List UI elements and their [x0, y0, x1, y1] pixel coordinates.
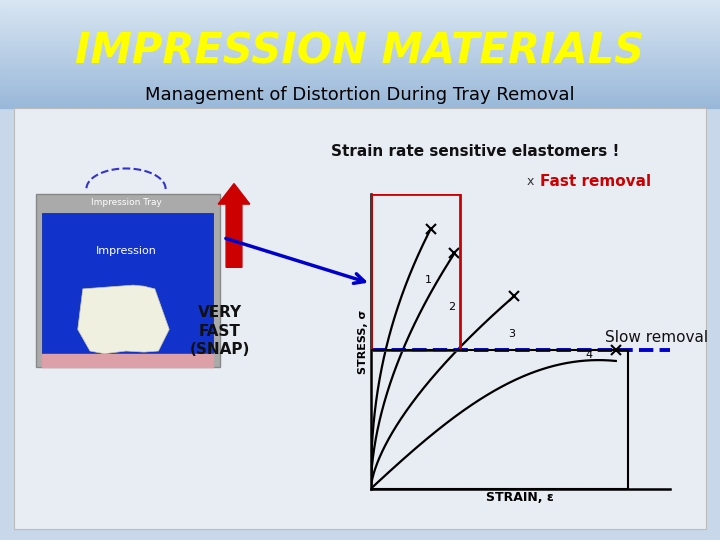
Bar: [42, 213, 213, 356]
Bar: [0, 50, 720, 52]
Text: Fast removal: Fast removal: [540, 174, 651, 190]
Bar: [0, 81, 720, 83]
Bar: [0, 63, 720, 65]
Polygon shape: [78, 285, 169, 354]
Bar: [0, 9, 720, 11]
Bar: [0, 70, 720, 72]
Bar: [0, 59, 720, 61]
Bar: [0, 22, 720, 23]
Bar: [0, 25, 720, 27]
Bar: [0, 34, 720, 36]
Text: Impression Tray: Impression Tray: [91, 198, 161, 207]
Bar: [371, 194, 461, 349]
Bar: [0, 79, 720, 81]
Bar: [0, 11, 720, 12]
Bar: [0, 32, 720, 34]
Polygon shape: [42, 354, 213, 367]
Bar: [0, 29, 720, 31]
Bar: [0, 96, 720, 97]
Bar: [0, 52, 720, 54]
Bar: [0, 45, 720, 47]
Text: 2: 2: [449, 302, 456, 312]
Text: Management of Distortion During Tray Removal: Management of Distortion During Tray Rem…: [145, 85, 575, 104]
Bar: [0, 103, 720, 104]
Bar: [0, 83, 720, 85]
Bar: [0, 7, 720, 9]
Text: 3: 3: [508, 328, 516, 339]
Bar: [0, 97, 720, 99]
Bar: [0, 61, 720, 63]
Bar: [0, 39, 720, 42]
Bar: [0, 66, 720, 69]
Bar: [0, 31, 720, 32]
FancyArrow shape: [218, 184, 250, 267]
Bar: [0, 12, 720, 15]
Bar: [0, 42, 720, 43]
Bar: [0, 90, 720, 92]
Text: 4: 4: [586, 350, 593, 360]
Bar: [0, 65, 720, 66]
Bar: [0, 0, 720, 2]
Bar: [0, 88, 720, 90]
Bar: [0, 15, 720, 16]
Bar: [0, 4, 720, 5]
Bar: [0, 23, 720, 25]
Bar: [0, 58, 720, 59]
Bar: [371, 349, 628, 489]
Bar: [0, 85, 720, 86]
Bar: [0, 77, 720, 79]
Bar: [0, 18, 720, 20]
Bar: [0, 76, 720, 77]
Text: Strain rate sensitive elastomers !: Strain rate sensitive elastomers !: [331, 144, 619, 159]
Bar: [0, 36, 720, 38]
Bar: [0, 74, 720, 76]
Y-axis label: STRESS, σ: STRESS, σ: [358, 309, 368, 374]
Text: IMPRESSION MATERIALS: IMPRESSION MATERIALS: [76, 30, 644, 72]
Text: VERY
FAST
(SNAP): VERY FAST (SNAP): [189, 305, 250, 357]
Bar: [0, 56, 720, 58]
Bar: [0, 69, 720, 70]
Bar: [0, 101, 720, 103]
Bar: [0, 2, 720, 4]
Bar: [0, 38, 720, 39]
Bar: [0, 47, 720, 49]
Bar: [0, 49, 720, 50]
Bar: [14, 108, 706, 529]
Bar: [0, 104, 720, 106]
Bar: [0, 93, 720, 96]
Text: Slow removal: Slow removal: [605, 330, 708, 345]
Bar: [0, 16, 720, 18]
Bar: [0, 43, 720, 45]
Bar: [0, 20, 720, 22]
Bar: [0, 72, 720, 74]
Bar: [0, 5, 720, 7]
Text: Impression: Impression: [96, 246, 156, 256]
Text: x: x: [527, 176, 534, 188]
Bar: [0, 92, 720, 93]
Bar: [36, 194, 220, 367]
Text: 1: 1: [425, 275, 431, 285]
Bar: [0, 106, 720, 108]
Bar: [0, 54, 720, 56]
Bar: [0, 27, 720, 29]
X-axis label: STRAIN, ε: STRAIN, ε: [486, 491, 554, 504]
Bar: [0, 86, 720, 88]
Bar: [0, 99, 720, 101]
